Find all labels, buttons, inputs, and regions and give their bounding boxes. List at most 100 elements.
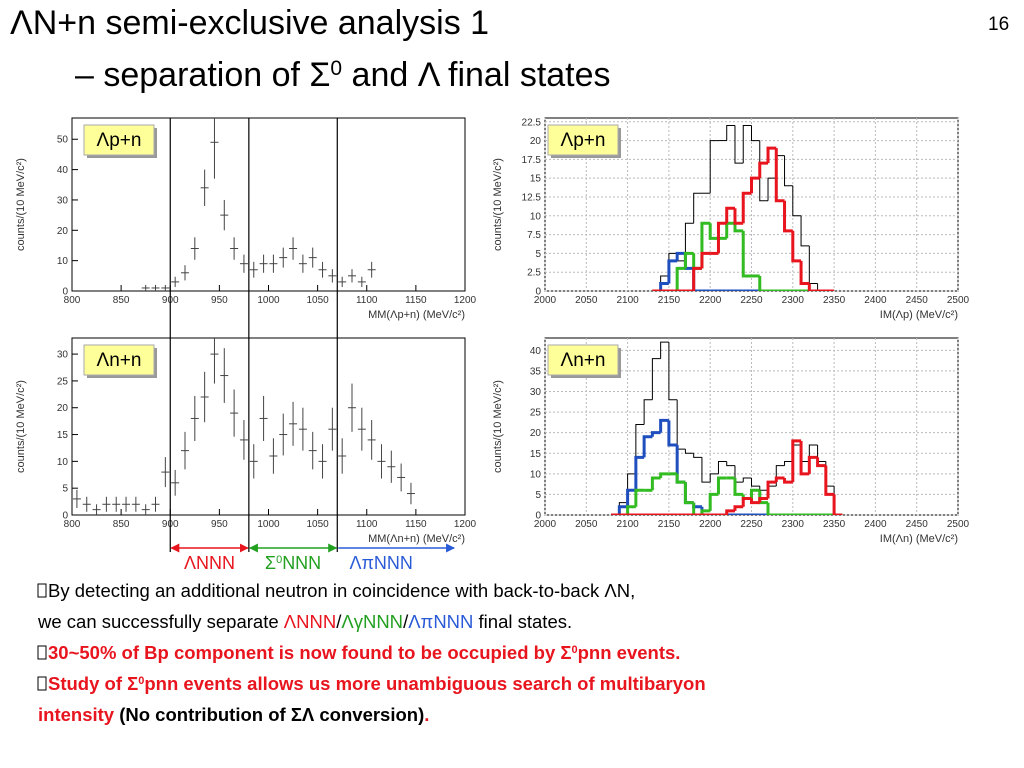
x-tick-label: 1200 [454, 519, 477, 530]
histogram-bin [741, 230, 752, 278]
histogram-bin [733, 505, 744, 511]
x-tick-label: 2450 [906, 295, 929, 306]
histogram-bin [726, 125, 735, 141]
histogram-bin [650, 431, 661, 437]
histogram-bin [659, 418, 669, 433]
y-tick-label: 0 [62, 511, 68, 522]
x-tick-label: 2100 [616, 295, 639, 306]
histogram-bin [799, 260, 810, 285]
x-axis-label: MM(Λn+n) (MeV/c²) [368, 533, 465, 545]
y-tick-label: 0 [62, 287, 68, 298]
histogram-bin [701, 457, 711, 483]
y-tick-label: 15 [530, 174, 542, 185]
x-tick-label: 2300 [782, 295, 805, 306]
histogram-bin [817, 283, 826, 291]
x-tick-label: 1200 [454, 295, 477, 306]
text-segment: ΛγNNN [341, 611, 403, 632]
page-number: 16 [988, 14, 1009, 35]
x-tick-label: 800 [64, 295, 81, 306]
y-tick-label: 35 [530, 366, 542, 377]
histogram-bin [667, 259, 678, 284]
y-tick-label: 20 [57, 403, 69, 414]
x-tick-label: 950 [211, 519, 228, 530]
x-axis-label: IM(Λn) (MeV/c²) [880, 533, 958, 545]
histogram-bin [709, 140, 719, 194]
text-segment: 0 [330, 57, 342, 80]
histogram-bin [708, 223, 719, 240]
histogram-bin [759, 140, 769, 202]
histogram-bin [683, 482, 694, 505]
annotation: Λn+n [97, 350, 142, 371]
y-tick-label: 30 [57, 195, 69, 206]
histogram-bin [643, 399, 653, 425]
x-tick-label: 2300 [782, 519, 805, 530]
bullet-line: By detecting an additional neutron in co… [48, 580, 635, 601]
text-segment: and Λ final states [342, 56, 610, 94]
histogram-bin [734, 125, 744, 164]
histogram-bin [709, 473, 719, 483]
histogram-bin [766, 146, 777, 164]
x-tick-label: 2500 [947, 519, 970, 530]
x-tick-label: 1050 [307, 295, 330, 306]
annotation-box [83, 124, 155, 156]
histogram-bin [733, 477, 744, 496]
text-segment: By detecting an additional neutron in co… [48, 580, 635, 601]
x-tick-label: 1000 [257, 519, 280, 530]
text-segment: ΛπNNN [349, 553, 412, 573]
x-tick-label: 2250 [740, 519, 763, 530]
text-segment: NNN [282, 553, 321, 573]
y-tick-label: 15 [57, 430, 69, 441]
y-axis-label: counts/(10 MeV/c²) [15, 158, 27, 251]
histogram-bin [807, 455, 818, 474]
histogram-bin [758, 497, 769, 503]
text-segment: / [403, 611, 409, 632]
histogram-bin [626, 488, 636, 507]
histogram-bin [684, 449, 694, 454]
bullet-line: 30~50% of Bp component is now found to b… [48, 642, 680, 663]
marks [141, 118, 376, 291]
x-tick-label: 2000 [534, 519, 557, 530]
histogram-bin [783, 477, 793, 484]
x-tick-label: 850 [113, 295, 130, 306]
x-tick-label: 1150 [405, 295, 427, 306]
text-segment: – separation of Σ [75, 56, 330, 94]
x-tick-label: 2450 [906, 519, 929, 530]
x-tick-label: 950 [211, 295, 228, 306]
histogram-bin [634, 455, 645, 491]
text-segment: ΛπNNN [408, 611, 473, 632]
text-segment: ΛNNN [284, 611, 336, 632]
histogram-bin [792, 185, 802, 217]
x-tick-label: 2000 [534, 295, 557, 306]
chart: 0 2.5 5 7.5 10 12.5 15 17.5 20 22.5 2000 2050 2100 21… [492, 117, 970, 321]
y-axis-label: counts/(10 MeV/c²) [492, 380, 504, 473]
histogram-bin [683, 251, 694, 269]
histogram-bin [726, 461, 735, 467]
histogram-bin [807, 283, 818, 291]
histogram-bin [693, 192, 702, 224]
histogram-bin [832, 494, 843, 515]
histogram-bin [733, 208, 744, 225]
histogram-bin [634, 488, 645, 507]
histogram-bin [617, 505, 628, 515]
region-label: ΛπNNN [349, 553, 412, 573]
x-tick-label: 2100 [616, 519, 639, 530]
histogram-bin [783, 200, 793, 233]
text-segment: ΛN+n semi-exclusive analysis 1 [10, 4, 489, 42]
histogram-bin [758, 275, 769, 291]
bullet-line: Study of Σ0pnn events allows us more una… [48, 673, 706, 694]
histogram-bin [816, 457, 826, 468]
x-tick-label: 1150 [405, 519, 427, 530]
histogram-bin [708, 492, 719, 511]
y-tick-label: 17.5 [522, 155, 542, 166]
marks [72, 338, 415, 515]
histogram-bin [660, 341, 669, 359]
x-tick-label: 2400 [864, 295, 887, 306]
bullet-glyph [37, 645, 47, 660]
y-tick-label: 30 [57, 350, 69, 361]
histogram-bin [750, 488, 760, 499]
annotation: Λn+n [561, 350, 606, 371]
y-tick-label: 10 [530, 211, 542, 222]
text-segment: (No contribution of ΣΛ conversion) [114, 704, 424, 725]
histogram-bin [733, 223, 744, 233]
